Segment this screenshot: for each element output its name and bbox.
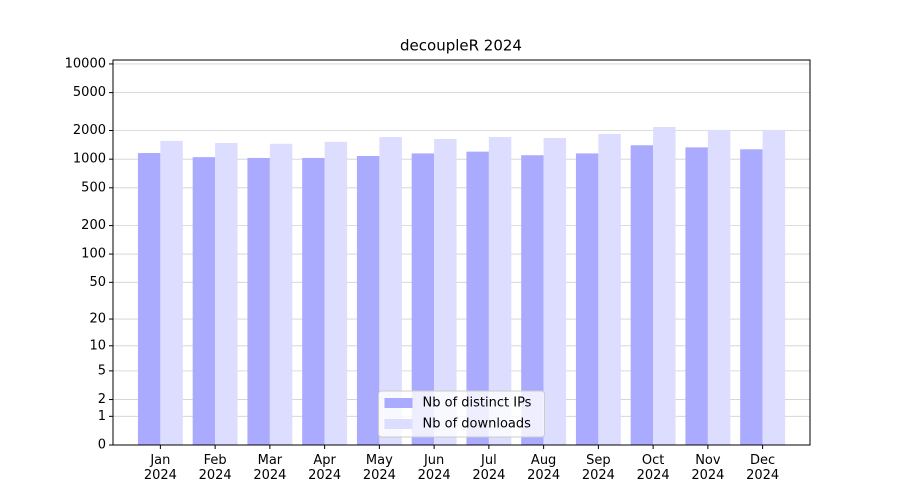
x-tick-label: Apr 2024 bbox=[308, 453, 342, 483]
x-tick-label: May 2024 bbox=[362, 453, 396, 483]
x-tick-label: Nov 2024 bbox=[691, 453, 725, 483]
bar bbox=[356, 155, 380, 446]
bar bbox=[685, 147, 708, 445]
bar bbox=[653, 126, 676, 445]
plot-frame bbox=[112, 59, 811, 446]
x-tick-label: Feb 2024 bbox=[198, 453, 232, 483]
legend-box bbox=[378, 390, 545, 438]
legend-swatch bbox=[384, 419, 413, 429]
bar bbox=[466, 151, 489, 445]
bar bbox=[630, 145, 654, 445]
x-tick-label: Jan 2024 bbox=[143, 453, 177, 483]
x-tick-label: Aug 2024 bbox=[527, 453, 561, 483]
x-tick-label: Mar 2024 bbox=[253, 453, 287, 483]
y-tick-label: 10000 bbox=[65, 56, 106, 71]
legend-swatch bbox=[384, 398, 413, 408]
chart-title: decoupleR 2024 bbox=[400, 37, 522, 55]
bar bbox=[411, 153, 435, 446]
bar bbox=[160, 140, 183, 445]
x-tick-label: Jun 2024 bbox=[417, 453, 451, 483]
y-tick-label: 0 bbox=[98, 438, 106, 453]
y-tick-label: 2000 bbox=[73, 123, 106, 138]
bar bbox=[269, 143, 293, 445]
bar bbox=[521, 155, 544, 445]
bar bbox=[740, 149, 763, 445]
bar bbox=[575, 153, 599, 446]
bar bbox=[598, 133, 621, 445]
y-tick-label: 10 bbox=[89, 338, 106, 353]
y-tick-label: 50 bbox=[89, 275, 106, 290]
bar bbox=[762, 129, 786, 445]
bar bbox=[324, 141, 348, 446]
legend-label: Nb of distinct IPs bbox=[423, 396, 532, 411]
bar bbox=[488, 136, 512, 446]
y-tick-label: 20 bbox=[89, 312, 106, 327]
y-tick-label: 100 bbox=[81, 247, 106, 262]
y-tick-label: 500 bbox=[81, 180, 106, 195]
y-tick-label: 5 bbox=[98, 363, 106, 378]
y-tick-label: 200 bbox=[81, 218, 106, 233]
x-tick-label: Jul 2024 bbox=[472, 453, 506, 483]
bar bbox=[707, 129, 731, 445]
y-tick-label: 1 bbox=[98, 409, 106, 424]
bar bbox=[215, 142, 238, 445]
x-tick-label: Oct 2024 bbox=[636, 453, 670, 483]
x-tick-label: Sep 2024 bbox=[581, 453, 615, 483]
legend-label: Nb of downloads bbox=[423, 417, 532, 432]
bar bbox=[379, 136, 402, 446]
y-tick-label: 1000 bbox=[73, 152, 106, 167]
bar bbox=[302, 157, 325, 446]
x-tick-label: Dec 2024 bbox=[746, 453, 780, 483]
legend: Nb of distinct IPs Nb of downloads bbox=[378, 390, 545, 438]
bar bbox=[137, 153, 161, 445]
bar bbox=[543, 137, 567, 446]
bar bbox=[247, 157, 270, 446]
bar bbox=[434, 138, 457, 445]
bar bbox=[192, 157, 216, 445]
y-tick-label: 5000 bbox=[73, 85, 106, 100]
y-tick-label: 2 bbox=[98, 392, 106, 407]
